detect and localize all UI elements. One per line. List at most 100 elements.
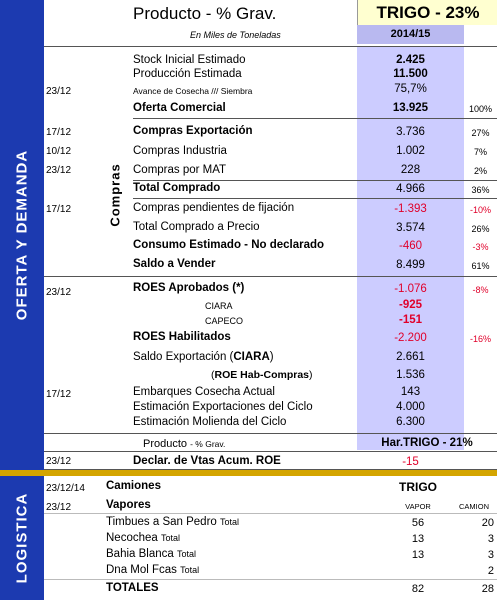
vapor-value: 13 xyxy=(411,549,425,561)
row-label: Saldo Exportación (CIARA) xyxy=(133,351,274,363)
row-date: 23/12 xyxy=(46,165,72,176)
logistica-label: LOGISTICA xyxy=(13,492,31,584)
row-label: TOTALES xyxy=(106,582,159,594)
row-date: 23/12 xyxy=(46,287,72,298)
vapor-value: 82 xyxy=(411,583,425,595)
row-pct: 2% xyxy=(473,166,487,176)
camion-value: 2 xyxy=(487,565,494,577)
row-value: 228 xyxy=(400,164,421,176)
divider xyxy=(44,469,497,470)
row-label: Saldo a Vender xyxy=(133,258,216,270)
row-pct: -8% xyxy=(472,285,489,295)
row-date: 23/12 xyxy=(46,86,72,97)
divider xyxy=(133,118,497,119)
row-label: Dna Mol Fcas Total xyxy=(106,564,200,576)
row-date: 17/12 xyxy=(46,389,72,400)
row-value: 1.002 xyxy=(396,145,425,157)
row-label: CIARA xyxy=(205,301,233,311)
row-date: 23/12 xyxy=(46,502,72,513)
row-label: Consumo Estimado - No declarado xyxy=(133,239,325,251)
oferta-demanda-sidebar: OFERTA Y DEMANDA xyxy=(0,0,44,470)
product-label: TRIGO xyxy=(399,480,437,494)
product-box: TRIGO - 23% xyxy=(357,0,497,25)
row-pct: -3% xyxy=(472,242,489,252)
row-label: Compras Exportación xyxy=(133,125,253,137)
row-date: 10/12 xyxy=(46,146,72,157)
divider xyxy=(44,46,497,47)
col-camion-header: CAMION xyxy=(459,502,489,511)
row-label: Estimación Molienda del Ciclo xyxy=(133,416,287,428)
row-value: 4.000 xyxy=(396,401,425,413)
row-pct: 26% xyxy=(471,224,490,234)
row-date: 23/12 xyxy=(46,456,72,467)
row-pct: 27% xyxy=(471,128,490,138)
row-value: -460 xyxy=(398,240,423,252)
camion-value: 20 xyxy=(481,517,494,529)
row-label: ROES Aprobados (*) xyxy=(133,282,245,294)
compras-vertical-label: Compras xyxy=(107,163,123,227)
divider xyxy=(133,198,497,199)
row-value: 13.925 xyxy=(392,102,429,114)
row-value: 3.574 xyxy=(396,222,425,234)
divider xyxy=(133,180,497,181)
row-value: 11.500 xyxy=(393,68,428,80)
page-title: Producto - % Grav. xyxy=(133,4,277,23)
row-pct: 100% xyxy=(468,104,493,114)
row-label: Necochea Total xyxy=(106,532,181,544)
row-value: -1.393 xyxy=(394,203,427,215)
row-pct: 61% xyxy=(471,261,490,271)
row-pct: 7% xyxy=(473,147,487,157)
row-value: 2.425 xyxy=(396,54,425,66)
camion-value: 3 xyxy=(487,533,494,545)
divider xyxy=(44,451,497,452)
product-box-text: TRIGO - 23% xyxy=(376,3,480,22)
row-value: 6.300 xyxy=(396,416,425,428)
vapor-value: 56 xyxy=(411,517,425,529)
divider xyxy=(44,433,497,434)
row-value: Har.TRIGO - 21% xyxy=(381,437,473,449)
divider xyxy=(44,276,497,277)
row-label: Avance de Cosecha /// Siembra xyxy=(133,86,253,96)
row-label: Producto - % Grav. xyxy=(143,438,226,450)
row-label: Declar. de Vtas Acum. ROE xyxy=(133,455,281,467)
row-label: CAPECO xyxy=(205,316,244,326)
divider xyxy=(44,513,497,514)
row-value: -925 xyxy=(398,299,423,311)
row-label: Embarques Cosecha Actual xyxy=(133,386,275,398)
row-value: 143 xyxy=(400,386,421,398)
row-label: Bahia Blanca Total xyxy=(106,548,196,560)
value-column xyxy=(357,46,464,450)
row-value: 4.966 xyxy=(396,183,425,195)
row-label: Camiones xyxy=(106,480,161,492)
row-label: Timbues a San Pedro Total xyxy=(106,516,240,528)
row-label: Total Comprado xyxy=(133,182,221,194)
row-pct: -16% xyxy=(469,334,491,344)
row-date: 23/12/14 xyxy=(46,483,85,494)
row-value: 75,7% xyxy=(394,83,427,95)
camion-value: 3 xyxy=(487,549,494,561)
row-date: 17/12 xyxy=(46,204,72,215)
row-pct: 36% xyxy=(471,185,490,195)
logistica-sidebar: LOGISTICA xyxy=(0,476,44,600)
vapor-value: 13 xyxy=(411,533,425,545)
row-label: Stock Inicial Estimado xyxy=(133,54,246,66)
row-label: Estimación Exportaciones del Ciclo xyxy=(133,401,313,413)
year-cell: 2014/15 xyxy=(357,25,464,44)
year-label: 2014/15 xyxy=(390,28,431,40)
row-pct: -10% xyxy=(469,205,491,215)
row-label: Vapores xyxy=(106,499,151,511)
divider xyxy=(44,579,497,580)
row-value: -151 xyxy=(398,314,423,326)
row-value: 2.661 xyxy=(396,351,425,363)
row-label: (ROE Hab-Compras) xyxy=(211,369,313,381)
section-divider xyxy=(0,470,497,476)
row-label: Compras por MAT xyxy=(133,164,227,176)
row-value: 1.536 xyxy=(396,369,425,381)
oferta-demanda-label: OFERTA Y DEMANDA xyxy=(13,149,31,321)
row-label: Compras pendientes de fijación xyxy=(133,202,295,214)
units-subtitle: En Miles de Toneladas xyxy=(190,30,281,40)
row-label: Compras Industria xyxy=(133,145,227,157)
row-label: Producción Estimada xyxy=(133,68,242,80)
row-value: -2.200 xyxy=(394,332,427,344)
row-label: ROES Habilitados xyxy=(133,331,231,343)
